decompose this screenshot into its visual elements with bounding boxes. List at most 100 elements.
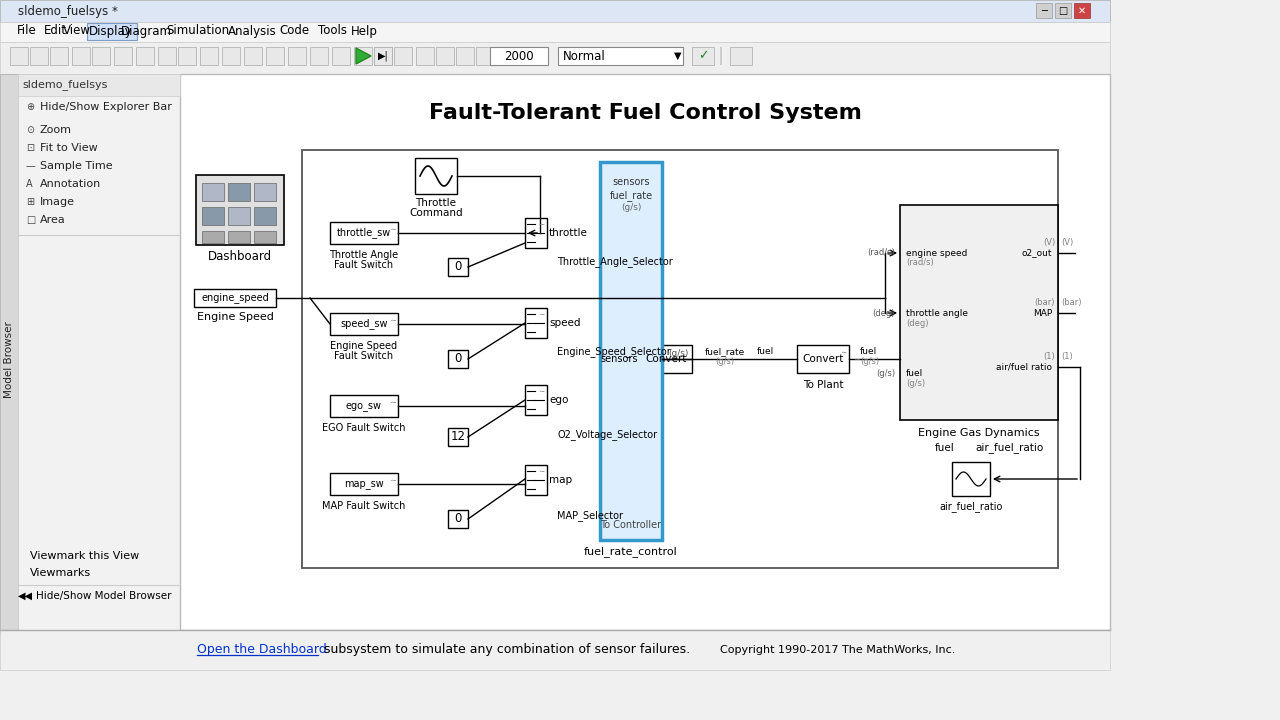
Bar xyxy=(178,47,196,65)
Text: (V): (V) xyxy=(1061,238,1073,246)
Bar xyxy=(730,47,753,65)
Bar xyxy=(525,218,547,248)
Text: ✓: ✓ xyxy=(698,50,708,63)
Bar xyxy=(18,74,180,634)
Text: Copyright 1990-2017 The MathWorks, Inc.: Copyright 1990-2017 The MathWorks, Inc. xyxy=(719,645,955,655)
Text: Sample Time: Sample Time xyxy=(40,161,113,171)
Bar xyxy=(202,183,224,201)
Bar xyxy=(253,183,276,201)
Text: ∼: ∼ xyxy=(389,398,396,407)
Bar xyxy=(330,473,398,495)
Bar xyxy=(692,47,714,65)
Text: ▶|: ▶| xyxy=(378,50,388,61)
Text: Throttle: Throttle xyxy=(416,198,457,208)
Text: □: □ xyxy=(1059,6,1068,16)
Text: fuel_rate_control: fuel_rate_control xyxy=(584,546,678,557)
Bar xyxy=(600,162,662,540)
Text: Engine Speed: Engine Speed xyxy=(330,341,398,351)
Bar xyxy=(1055,3,1071,18)
Text: (rad/s): (rad/s) xyxy=(906,258,933,268)
Text: Edit: Edit xyxy=(44,24,67,37)
Bar xyxy=(558,47,684,65)
Bar xyxy=(228,231,250,243)
Text: Hide/Show Model Browser: Hide/Show Model Browser xyxy=(36,591,172,601)
Text: ✕: ✕ xyxy=(1078,6,1085,16)
Text: Fault-Tolerant Fuel Control System: Fault-Tolerant Fuel Control System xyxy=(429,103,861,123)
Bar xyxy=(900,205,1059,420)
Text: Fault Switch: Fault Switch xyxy=(334,260,393,270)
Text: (V): (V) xyxy=(1043,238,1055,246)
Bar xyxy=(266,47,284,65)
Text: Engine Speed: Engine Speed xyxy=(197,312,274,322)
Text: ∼: ∼ xyxy=(539,310,545,319)
Text: fuel: fuel xyxy=(934,443,955,453)
Text: Engine Gas Dynamics: Engine Gas Dynamics xyxy=(918,428,1039,438)
Text: Convert: Convert xyxy=(803,354,844,364)
Text: Normal: Normal xyxy=(563,50,605,63)
Bar xyxy=(221,47,241,65)
Bar xyxy=(0,630,1110,670)
Bar xyxy=(0,22,1110,42)
Text: Viewmark this View: Viewmark this View xyxy=(29,551,140,561)
Text: sldemo_fuelsys: sldemo_fuelsys xyxy=(22,79,108,91)
Text: fuel: fuel xyxy=(906,369,923,377)
Text: (g/s): (g/s) xyxy=(621,204,641,212)
Text: Open the Dashboard: Open the Dashboard xyxy=(197,644,326,657)
Text: fuel_rate: fuel_rate xyxy=(609,191,653,202)
Text: MAP_Selector: MAP_Selector xyxy=(557,510,623,521)
Text: EGO Fault Switch: EGO Fault Switch xyxy=(323,423,406,433)
Text: throttle angle: throttle angle xyxy=(906,308,968,318)
Bar xyxy=(490,47,548,65)
Text: Viewmarks: Viewmarks xyxy=(29,568,91,578)
Text: ▼: ▼ xyxy=(675,51,682,61)
Text: A: A xyxy=(26,179,32,189)
Text: Image: Image xyxy=(40,197,76,207)
Text: (bar): (bar) xyxy=(1061,297,1082,307)
Text: (rad/s): (rad/s) xyxy=(868,248,895,258)
Text: ∼: ∼ xyxy=(852,354,860,364)
Text: air/fuel ratio: air/fuel ratio xyxy=(996,362,1052,372)
Text: sldemo_fuelsys *: sldemo_fuelsys * xyxy=(18,4,118,17)
Text: O2_Voltage_Selector: O2_Voltage_Selector xyxy=(557,430,657,441)
Bar xyxy=(0,74,18,634)
Bar xyxy=(1036,3,1052,18)
Bar xyxy=(244,47,262,65)
Text: Model Browser: Model Browser xyxy=(4,322,14,398)
Text: (g/s): (g/s) xyxy=(860,358,879,366)
Text: subsystem to simulate any combination of sensor failures.: subsystem to simulate any combination of… xyxy=(320,644,690,657)
Bar xyxy=(72,47,90,65)
Text: ⊕: ⊕ xyxy=(26,102,35,112)
Text: ∼: ∼ xyxy=(539,387,545,396)
Bar xyxy=(253,207,276,225)
Text: sensors: sensors xyxy=(600,354,637,364)
Bar xyxy=(87,23,137,40)
Bar xyxy=(330,222,398,244)
Text: 2000: 2000 xyxy=(504,50,534,63)
Bar xyxy=(416,47,434,65)
Bar xyxy=(10,47,28,65)
Text: Hide/Show Explorer Bar: Hide/Show Explorer Bar xyxy=(40,102,172,112)
Bar xyxy=(332,47,349,65)
Bar xyxy=(29,47,49,65)
Bar xyxy=(456,47,474,65)
Text: ⊙: ⊙ xyxy=(26,125,35,135)
Text: (deg): (deg) xyxy=(873,308,895,318)
Text: File: File xyxy=(17,24,37,37)
Text: Help: Help xyxy=(351,24,378,37)
Bar xyxy=(288,47,306,65)
Text: Dashboard: Dashboard xyxy=(207,251,273,264)
Bar xyxy=(355,47,372,65)
Text: throttle: throttle xyxy=(549,228,588,238)
Text: Analysis: Analysis xyxy=(228,24,276,37)
Text: MAP: MAP xyxy=(1033,308,1052,318)
Bar xyxy=(50,47,68,65)
Text: 0: 0 xyxy=(454,353,462,366)
Text: map_sw: map_sw xyxy=(344,479,384,489)
Bar xyxy=(525,385,547,415)
Bar xyxy=(952,462,989,496)
Text: To Plant: To Plant xyxy=(803,380,844,390)
Text: ⊡: ⊡ xyxy=(26,143,35,153)
Bar xyxy=(640,345,692,373)
Text: ∼: ∼ xyxy=(539,220,545,229)
Text: Annotation: Annotation xyxy=(40,179,101,189)
